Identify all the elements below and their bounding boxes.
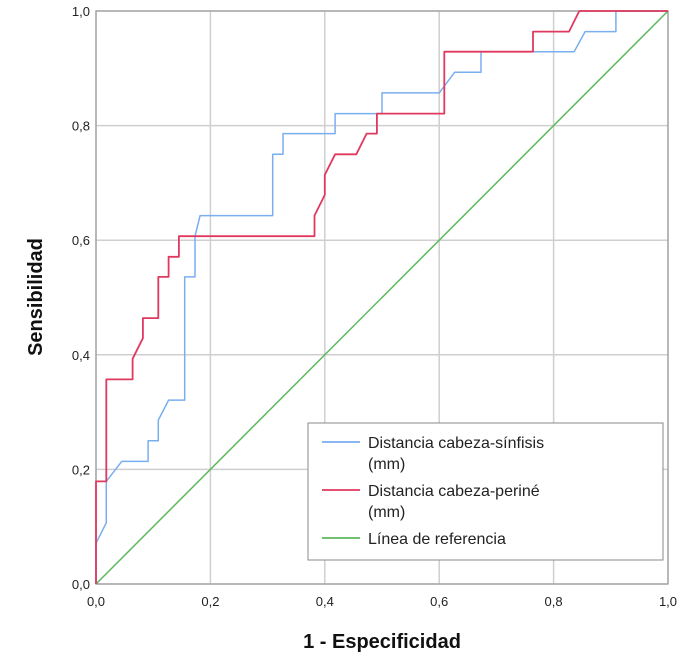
plot-frame <box>95 10 669 585</box>
y-tick-label: 0,0 <box>72 577 90 592</box>
legend-label-2: Línea de referencia <box>368 531 506 548</box>
legend-label-0-line2: (mm) <box>368 456 405 473</box>
legend-label-1: Distancia cabeza-periné <box>368 483 540 500</box>
series-line-1 <box>95 10 668 584</box>
y-axis-title: Sensibilidad <box>25 238 47 356</box>
series-layer <box>95 10 669 585</box>
legend: Distancia cabeza-sínfisis (mm) Distancia c… <box>307 422 664 561</box>
x-tick-label: 0,0 <box>87 594 105 609</box>
y-axis-ticks: 0,0 0,2 0,4 0,6 0,8 1,0 <box>72 4 90 592</box>
x-axis-ticks: 0,0 0,2 0,4 0,6 0,8 1,0 <box>87 594 677 609</box>
y-tick-label: 0,8 <box>72 119 90 134</box>
legend-label-0: Distancia cabeza-sínfisis <box>368 435 544 452</box>
x-tick-label: 0,8 <box>545 594 563 609</box>
y-tick-label: 1,0 <box>72 4 90 19</box>
y-tick-label: 0,2 <box>72 462 90 477</box>
gridlines <box>95 10 669 585</box>
legend-label-1-line2: (mm) <box>368 504 405 521</box>
legend-box <box>307 422 664 561</box>
y-tick-label: 0,6 <box>72 233 90 248</box>
y-tick-label: 0,4 <box>72 348 90 363</box>
x-tick-label: 0,6 <box>430 594 448 609</box>
x-tick-label: 0,2 <box>201 594 219 609</box>
x-tick-label: 1,0 <box>659 594 677 609</box>
x-tick-label: 0,4 <box>316 594 334 609</box>
series-line-2 <box>95 10 669 585</box>
x-axis-title: 1 - Especificidad <box>303 631 461 653</box>
